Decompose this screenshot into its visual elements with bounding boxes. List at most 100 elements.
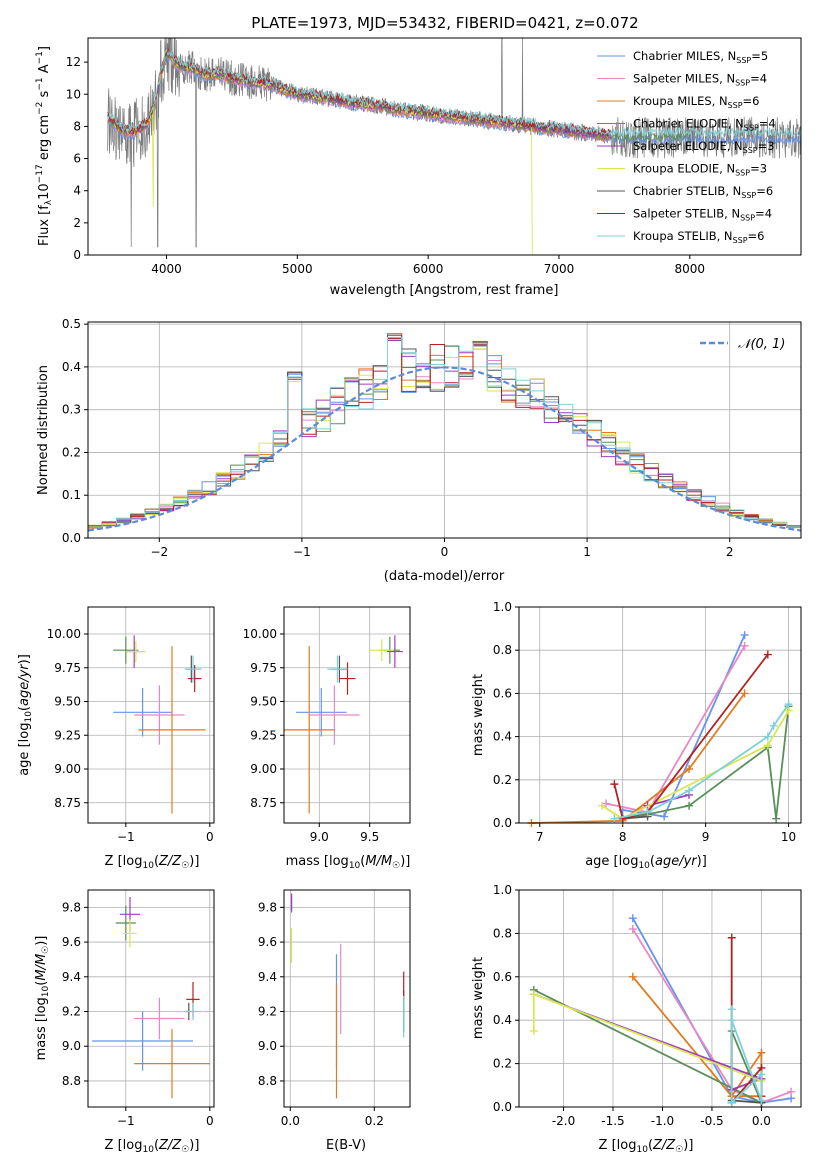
weight-point — [769, 721, 778, 730]
x-tick-label: 0.0 — [752, 1114, 771, 1128]
mass-vs-ebv-panel: 0.0 0.2 8.8 9.0 9.2 9.4 9.6 9.8 — [258, 889, 411, 1128]
weight-point — [727, 1098, 736, 1107]
y-tick-label: 9.4 — [258, 970, 277, 984]
weight-vs-z-x-label: Z [log10(Z/Z☉)] — [599, 1138, 694, 1155]
y-tick-label: 0.3 — [62, 403, 81, 417]
weight-point — [597, 801, 606, 810]
y-tick-label: 8.8 — [258, 1074, 277, 1088]
weight-vs-age-panel: 7 8 9 10 0.0 0.2 0.4 0.6 0.8 1.0 — [493, 600, 802, 844]
mass-vs-ebv-x-label: E(B-V) — [326, 1138, 366, 1153]
weight-point — [618, 814, 627, 823]
normal-curve — [87, 366, 802, 532]
y-tick-label: 0.2 — [62, 445, 81, 459]
x-tick-label: 5000 — [282, 262, 313, 276]
y-tick-label: 0.0 — [62, 531, 81, 545]
weight-point — [757, 1048, 766, 1057]
weight-point — [727, 1016, 736, 1025]
weight-point — [628, 972, 637, 981]
legend-label: Kroupa MILES, NSSP=6 — [633, 94, 759, 110]
y-tick-label: 9.75 — [54, 661, 81, 675]
axes-frame — [518, 889, 802, 1108]
x-tick-label: -0.5 — [700, 1114, 723, 1128]
x-tick-label: −2 — [150, 545, 168, 559]
spectrum-panel: 4000 5000 6000 7000 8000 0 2 4 6 8 10 12 wavelength… — [35, 37, 802, 298]
axes-frame — [283, 889, 411, 1108]
y-tick-label: 9.75 — [250, 661, 277, 675]
weight-series — [531, 692, 746, 824]
model-spectrum — [107, 49, 801, 138]
y-tick-label: 0.0 — [493, 1100, 512, 1114]
y-tick-label: 0.4 — [493, 1013, 512, 1027]
y-tick-label: 9.2 — [62, 1005, 81, 1019]
y-tick-label: 1.0 — [493, 600, 512, 614]
residual-y-label: Normed distribution — [36, 365, 51, 495]
x-tick-label: −1 — [117, 830, 135, 844]
weight-vs-age-x-label: age [log10(age/yr)] — [585, 854, 707, 871]
y-tick-label: 9.00 — [250, 762, 277, 776]
spectrum-y-label: Flux [fλ10−17 erg cm−2 s−1 A−1] — [35, 46, 54, 246]
y-tick-label: 8.8 — [62, 1074, 81, 1088]
y-tick-label: 0.4 — [493, 730, 512, 744]
legend-label: Salpeter MILES, NSSP=4 — [633, 72, 767, 88]
x-tick-label: 9.0 — [310, 830, 329, 844]
x-tick-label: 0.0 — [281, 1114, 300, 1128]
x-tick-label: 7000 — [544, 262, 575, 276]
weight-point — [787, 1087, 796, 1096]
legend-label: Salpeter ELODIE, NSSP=3 — [633, 139, 775, 155]
residual-panel: −2 −1 0 1 2 0.0 0.1 0.2 0.3 0.4 0.5 (data-model)/e… — [36, 317, 802, 584]
y-tick-label: 0 — [73, 248, 81, 262]
x-tick-label: 8000 — [675, 262, 706, 276]
weight-point — [610, 780, 619, 789]
x-tick-label: 8 — [619, 830, 627, 844]
x-tick-label: 0 — [206, 1114, 214, 1128]
legend-label: Kroupa ELODIE, NSSP=3 — [633, 162, 767, 178]
weight-point — [727, 1005, 736, 1014]
weight-point — [740, 631, 749, 640]
y-tick-label: 9.25 — [54, 728, 81, 742]
axes-frame — [283, 606, 411, 824]
weight-point — [685, 801, 694, 810]
age-vs-z-y-label: age [log10(age/yr)] — [17, 654, 34, 776]
normal-legend: 𝒩(0, 1) — [700, 337, 785, 352]
y-tick-label: 10.00 — [243, 627, 277, 641]
normal-legend-label: 𝒩(0, 1) — [738, 337, 785, 352]
weight-point — [660, 812, 669, 821]
y-tick-label: 9.00 — [54, 762, 81, 776]
weight-vs-z-y-label: mass weight — [471, 957, 486, 1039]
axes-frame — [518, 606, 802, 824]
weight-series — [614, 703, 790, 820]
y-tick-label: 9.8 — [62, 900, 81, 914]
y-tick-label: 0.4 — [62, 360, 81, 374]
x-tick-label: -1.0 — [651, 1114, 674, 1128]
age-vs-mass-x-label: mass [log10(M/M☉)] — [286, 854, 411, 871]
x-tick-label: −1 — [293, 545, 311, 559]
y-tick-label: 1.0 — [493, 883, 512, 897]
weight-series — [532, 992, 762, 1082]
x-tick-label: 6000 — [413, 262, 444, 276]
axes-frame — [87, 606, 215, 824]
y-tick-label: 6 — [73, 152, 81, 166]
y-tick-label: 0.6 — [493, 970, 512, 984]
weight-point — [529, 1027, 538, 1036]
weight-series — [632, 976, 763, 1098]
y-tick-label: 0.8 — [493, 926, 512, 940]
weight-point — [757, 1096, 766, 1105]
weight-point — [529, 990, 538, 999]
weight-point — [763, 650, 772, 659]
x-tick-label: −1 — [117, 1114, 135, 1128]
y-tick-label: 9.6 — [62, 935, 81, 949]
y-tick-label: 0.2 — [493, 1057, 512, 1071]
weight-vs-z-panel: -2.0 -1.5 -1.0 -0.5 0.0 0.0 0.2 0.4 0.6 0.8 1.0 — [493, 883, 802, 1128]
legend-label: Salpeter STELIB, NSSP=4 — [633, 207, 772, 223]
x-tick-label: 9.5 — [360, 830, 379, 844]
weight-point — [727, 933, 736, 942]
y-tick-label: 0.5 — [62, 317, 81, 331]
weight-point — [763, 732, 772, 741]
residual-x-label: (data-model)/error — [384, 569, 505, 584]
y-tick-label: 9.4 — [62, 970, 81, 984]
y-tick-label: 2 — [73, 216, 81, 230]
y-tick-label: 9.50 — [54, 695, 81, 709]
y-tick-label: 0.0 — [493, 816, 512, 830]
x-tick-label: 9 — [702, 830, 710, 844]
